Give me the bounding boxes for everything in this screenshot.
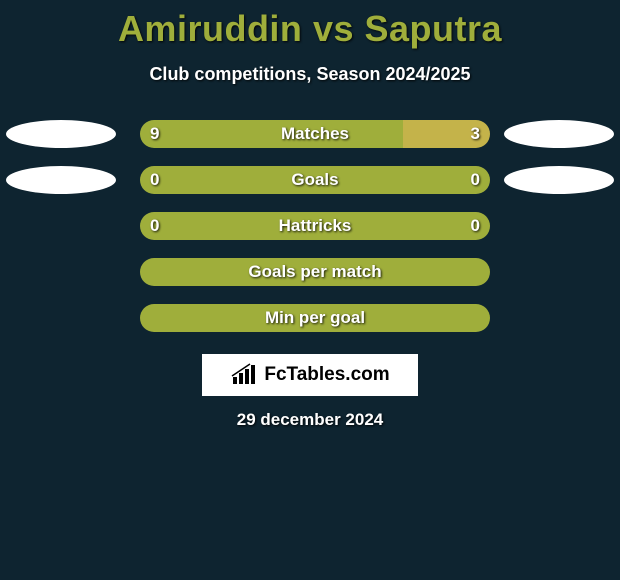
stat-bar-left — [140, 120, 403, 148]
player-left-oval — [6, 166, 116, 194]
stat-bar — [140, 258, 490, 286]
stats-area: Matches93Goals00Hattricks00Goals per mat… — [0, 120, 620, 350]
subtitle: Club competitions, Season 2024/2025 — [0, 64, 620, 85]
stat-bar — [140, 166, 490, 194]
stat-value-left: 0 — [150, 166, 159, 194]
player-left-oval — [6, 120, 116, 148]
stat-bar — [140, 304, 490, 332]
stat-value-left: 9 — [150, 120, 159, 148]
branding-box: FcTables.com — [202, 354, 418, 396]
branding-text: FcTables.com — [264, 364, 389, 386]
stat-row: Hattricks00 — [0, 212, 620, 240]
player-right-name: Saputra — [365, 8, 503, 49]
page-title: Amiruddin vs Saputra — [0, 0, 620, 50]
stat-row: Min per goal — [0, 304, 620, 332]
player-right-oval — [504, 120, 614, 148]
stat-row: Goals per match — [0, 258, 620, 286]
stat-value-right: 0 — [471, 166, 480, 194]
vs-text: vs — [313, 8, 354, 49]
chart-icon — [230, 363, 258, 387]
stat-row: Goals00 — [0, 166, 620, 194]
player-left-name: Amiruddin — [118, 8, 302, 49]
player-right-oval — [504, 166, 614, 194]
date-line: 29 december 2024 — [0, 410, 620, 430]
stat-value-right: 0 — [471, 212, 480, 240]
stat-value-left: 0 — [150, 212, 159, 240]
comparison-canvas: Amiruddin vs Saputra Club competitions, … — [0, 0, 620, 580]
stat-bar — [140, 120, 490, 148]
stat-row: Matches93 — [0, 120, 620, 148]
stat-value-right: 3 — [471, 120, 480, 148]
stat-bar — [140, 212, 490, 240]
